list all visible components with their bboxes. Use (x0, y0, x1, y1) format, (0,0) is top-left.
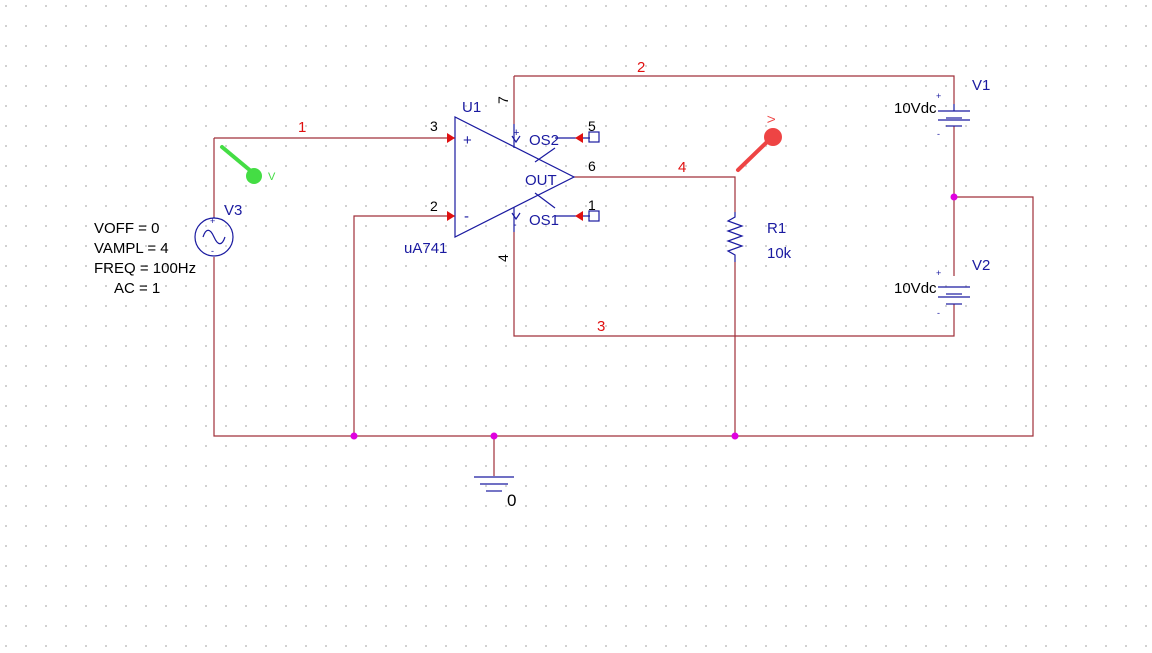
pin2-arrow (447, 211, 455, 221)
pin-number-5: 5 (588, 118, 596, 134)
v2-minus-sign: - (937, 308, 940, 318)
red-probe-head (764, 128, 782, 146)
sine-wave-icon (202, 229, 226, 245)
v1-value: 10Vdc (894, 100, 937, 117)
wire-net-4[interactable] (574, 176, 736, 212)
opamp-plus-sign: + (463, 132, 472, 149)
opamp-os1-label: OS1 (529, 212, 559, 229)
v3-minus-sign: - (211, 246, 214, 256)
red-probe-stick (736, 139, 770, 172)
green-probe-stick (220, 145, 254, 174)
v1-minus-sign: - (937, 129, 940, 139)
v1-ref-label: V1 (972, 77, 990, 94)
wire-ground-bus[interactable] (213, 196, 1034, 437)
wire-inv-input[interactable] (353, 215, 455, 436)
net-label-1: 1 (298, 119, 306, 136)
ground-label: 0 (507, 491, 516, 510)
r1-value: 10k (767, 245, 792, 262)
v3-freq: FREQ = 100Hz (94, 260, 196, 277)
opamp-model-label: uA741 (404, 240, 447, 257)
v2-ref-label: V2 (972, 257, 990, 274)
wire-net-1[interactable] (213, 137, 455, 217)
pin7-chevron (511, 135, 521, 144)
voltage-probe-red[interactable]: V (736, 115, 782, 172)
resistor-r1[interactable]: R1 10k (726, 212, 792, 262)
net-labels: 1 2 3 4 (298, 59, 686, 335)
v2-value: 10Vdc (894, 280, 937, 297)
source-v3[interactable]: + - V3 VOFF = 0 VAMPL = 4 FREQ = 100Hz A… (94, 202, 242, 297)
net-label-3: 3 (597, 318, 605, 335)
green-probe-label: V (268, 171, 276, 183)
junction-dot (350, 432, 358, 440)
opamp-u1[interactable]: U1 uA741 OUT OS2 OS1 + - + - 3 2 6 5 1 7… (404, 96, 600, 262)
pin-number-4: 4 (495, 254, 511, 262)
opamp-minus-sign: - (464, 208, 469, 225)
junction-dot (950, 193, 958, 201)
v1-plus-sign: + (936, 91, 941, 101)
pin-number-2: 2 (430, 198, 438, 214)
wire-net-3[interactable] (513, 232, 955, 337)
green-probe-head (246, 168, 262, 184)
v3-ref-label: V3 (224, 202, 242, 219)
net-label-4: 4 (678, 159, 686, 176)
opamp-os1-lead (534, 192, 556, 209)
opamp-out-label: OUT (525, 172, 557, 189)
wire-net-2[interactable] (513, 75, 955, 124)
opamp-pin4-minus: - (513, 219, 517, 231)
opamp-ref-label: U1 (462, 99, 481, 116)
v3-plus-sign: + (210, 216, 215, 226)
v2-plus-sign: + (936, 268, 941, 278)
resistor-zigzag-icon (726, 212, 744, 262)
ground-symbol[interactable]: 0 (474, 476, 516, 510)
opamp-os2-label: OS2 (529, 132, 559, 149)
pin5-arrow (575, 133, 583, 143)
source-v2[interactable]: + - V2 10Vdc (894, 257, 990, 318)
pin5-terminal[interactable] (588, 131, 600, 143)
opamp-pin7-plus: + (513, 127, 519, 139)
pin-number-7: 7 (495, 96, 511, 104)
wires (213, 75, 1034, 476)
v3-body (194, 217, 234, 257)
pin-number-1: 1 (588, 197, 596, 213)
opamp-os2-lead (534, 147, 556, 163)
junction-dot (731, 432, 739, 440)
source-v1[interactable]: + - V1 10Vdc (894, 77, 990, 139)
voltage-probe-green[interactable]: V (220, 145, 276, 184)
net-label-2: 2 (637, 59, 645, 76)
v3-ac: AC = 1 (114, 280, 160, 297)
v3-voff: VOFF = 0 (94, 220, 159, 237)
red-probe-label: V (766, 115, 778, 123)
pin1-terminal[interactable] (588, 210, 600, 222)
v3-vampl: VAMPL = 4 (94, 240, 169, 257)
pin-number-6: 6 (588, 158, 596, 174)
r1-ref-label: R1 (767, 220, 786, 237)
pin-number-3: 3 (430, 118, 438, 134)
junctions (350, 193, 958, 440)
junction-dot (490, 432, 498, 440)
pin4-chevron (511, 212, 521, 221)
pin1-arrow (575, 211, 583, 221)
pin3-arrow (447, 133, 455, 143)
